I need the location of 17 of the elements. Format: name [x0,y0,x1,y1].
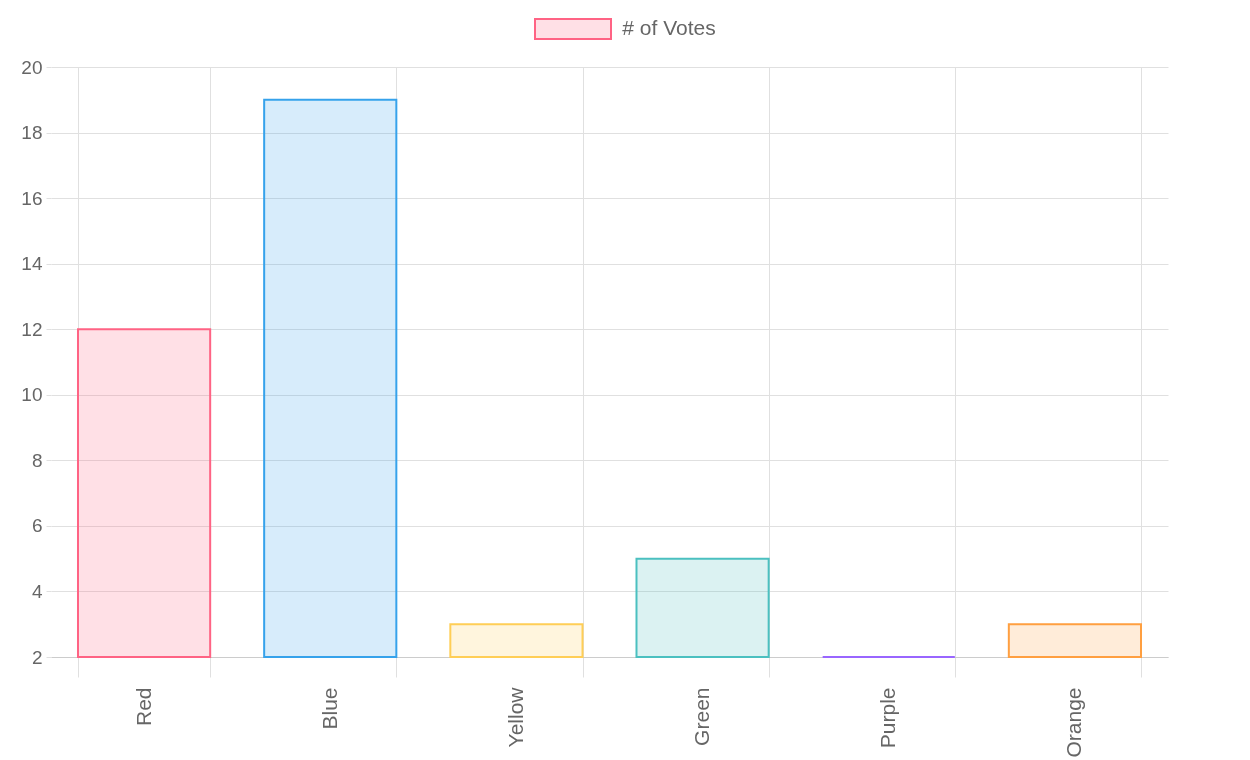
x-tick-label: Yellow [503,686,527,748]
x-tick-label: Orange [1062,687,1086,758]
legend-label: # of Votes [622,16,716,40]
y-tick-label: 6 [31,515,43,537]
y-tick-label: 2 [31,646,43,668]
x-tick-label: Green [690,687,714,746]
y-tick-label: 18 [21,122,43,144]
y-tick-label: 20 [21,56,43,78]
y-tick-label: 10 [21,384,43,406]
y-tick-label: 16 [21,187,43,209]
x-tick-label: Blue [317,687,341,730]
y-tick-label: 12 [21,318,43,340]
y-tick-label: 4 [31,580,43,602]
x-tick-label: Purple [876,687,900,749]
x-tick-label: Red [131,687,155,727]
y-tick-label: 14 [21,253,43,275]
y-tick-label: 8 [31,449,43,471]
